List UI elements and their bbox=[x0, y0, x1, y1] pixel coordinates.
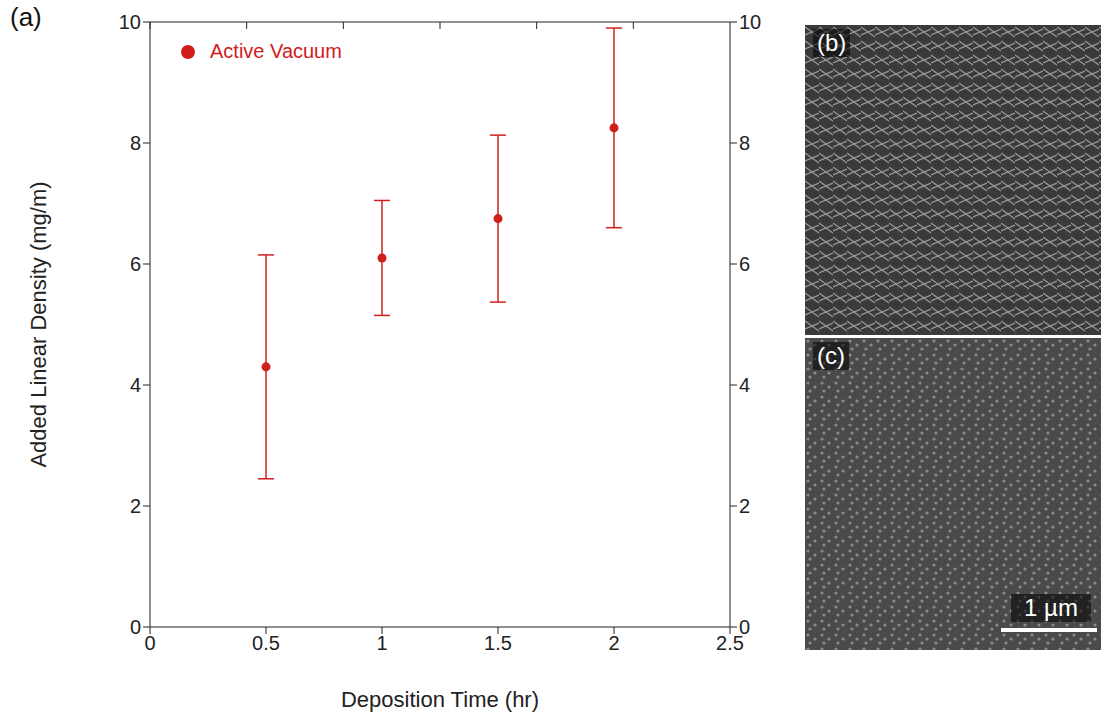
html-text:(b): (b) bbox=[817, 29, 847, 56]
svg-text:4: 4 bbox=[739, 374, 750, 396]
html-text:(a): (a) bbox=[10, 2, 42, 32]
svg-text:2: 2 bbox=[739, 495, 750, 517]
svg-text:2: 2 bbox=[608, 632, 619, 654]
svg-text:6: 6 bbox=[130, 253, 141, 275]
svg-text:Added Linear Density (mg/m): Added Linear Density (mg/m) bbox=[26, 181, 51, 467]
svg-text:8: 8 bbox=[739, 132, 750, 154]
svg-text:8: 8 bbox=[130, 132, 141, 154]
svg-text:0: 0 bbox=[739, 616, 750, 638]
svg-text:1: 1 bbox=[376, 632, 387, 654]
svg-text:0: 0 bbox=[130, 616, 141, 638]
svg-text:0.5: 0.5 bbox=[252, 632, 280, 654]
svg-text:10: 10 bbox=[119, 11, 141, 33]
html-text:(c): (c) bbox=[817, 342, 845, 369]
svg-text:2.5: 2.5 bbox=[716, 632, 744, 655]
svg-text:10: 10 bbox=[739, 11, 761, 33]
svg-text:6: 6 bbox=[739, 253, 750, 275]
svg-text:0: 0 bbox=[144, 632, 155, 654]
svg-text:2: 2 bbox=[130, 495, 141, 517]
svg-text:Deposition Time (hr): Deposition Time (hr) bbox=[341, 687, 539, 712]
svg-text:1.5: 1.5 bbox=[484, 632, 512, 654]
html-text:1 µm: 1 µm bbox=[1024, 594, 1078, 621]
html-text:Active Vacuum: Active Vacuum bbox=[210, 40, 342, 62]
svg-text:4: 4 bbox=[130, 374, 141, 396]
